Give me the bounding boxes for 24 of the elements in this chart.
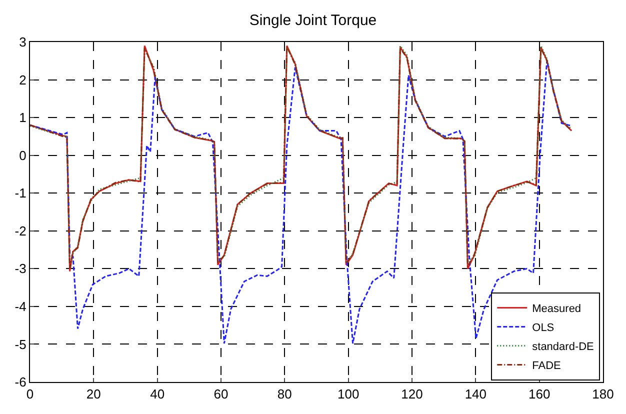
x-tick-label: 180 xyxy=(592,386,614,402)
chart-title: Single Joint Torque xyxy=(249,12,377,29)
y-tick-label: -1 xyxy=(14,186,26,201)
x-tick-label: 40 xyxy=(150,386,165,402)
legend-label: OLS xyxy=(532,322,554,334)
y-tick-label: 0 xyxy=(19,148,26,163)
x-tick-label: 160 xyxy=(528,386,550,402)
y-tick-label: -5 xyxy=(14,336,26,352)
y-tick-label: -6 xyxy=(14,374,26,390)
x-tick-label: 120 xyxy=(401,386,423,402)
y-tick-label: 1 xyxy=(19,110,26,126)
x-tick-label: 60 xyxy=(214,386,228,402)
x-tick-label: 20 xyxy=(86,386,101,402)
x-tick-label: 80 xyxy=(277,386,292,402)
x-tick-label: 140 xyxy=(464,386,487,402)
legend-label: FADE xyxy=(532,360,561,372)
x-tick-label: 100 xyxy=(337,386,360,402)
y-tick-label: 3 xyxy=(19,34,26,50)
legend-label: standard-DE xyxy=(532,341,594,354)
y-tick-label: -2 xyxy=(14,223,26,238)
legend-label: Measured xyxy=(532,303,582,316)
y-tick-label: -3 xyxy=(14,261,26,276)
y-tick-label: -4 xyxy=(14,298,26,314)
y-tick-label: 2 xyxy=(19,72,26,88)
